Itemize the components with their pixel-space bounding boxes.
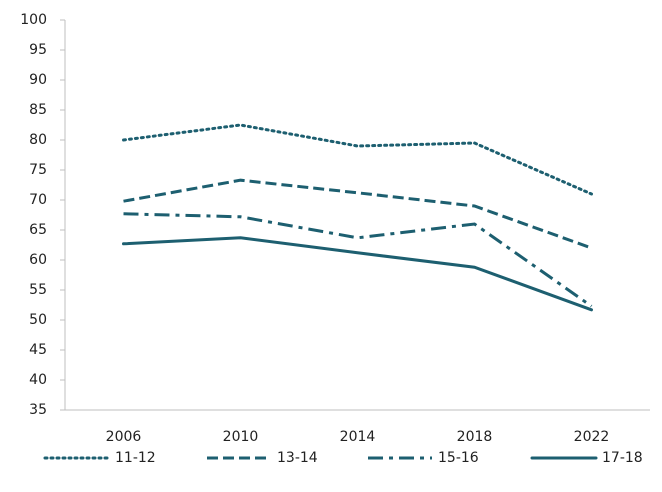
series-line [122,236,593,312]
x-tick-label: 2014 [340,429,376,445]
y-tick-label: 35 [29,402,47,418]
legend-label: 15-16 [438,450,479,466]
y-tick-label: 65 [29,222,47,238]
y-tick-label: 75 [29,162,47,178]
x-tick-label: 2018 [457,429,493,445]
y-tick-label: 70 [29,192,47,208]
y-tick-label: 55 [29,282,47,298]
y-tick-label: 50 [29,312,47,328]
x-tick-label: 2010 [223,429,259,445]
legend-label: 13-14 [277,450,318,466]
y-tick-label: 40 [29,372,47,388]
y-tick-label: 100 [20,12,47,28]
y-tick-label: 45 [29,342,47,358]
y-tick-label: 90 [29,72,47,88]
y-tick-label: 95 [29,42,47,58]
legend-label: 17-18 [602,450,643,466]
y-tick-label: 80 [29,132,47,148]
series-line [123,212,593,308]
x-tick-label: 2022 [574,429,610,445]
legend-label: 11-12 [115,450,156,466]
y-tick-label: 60 [29,252,47,268]
x-tick-label: 2006 [106,429,142,445]
y-tick-label: 85 [29,102,47,118]
series-line [122,123,593,196]
